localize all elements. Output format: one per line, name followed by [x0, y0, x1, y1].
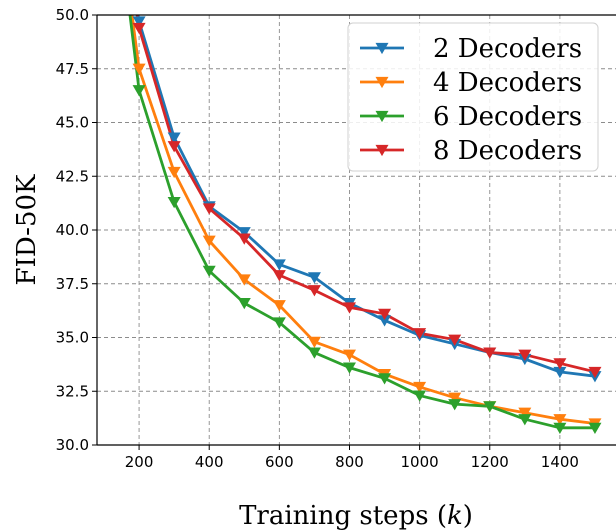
data-point-marker — [307, 285, 321, 297]
data-point-marker — [132, 16, 146, 28]
legend-label: 4 Decoders — [433, 68, 582, 98]
y-tick-label: 40.0 — [56, 221, 89, 239]
y-tick-label: 50.0 — [56, 6, 89, 24]
data-point-marker — [588, 366, 602, 379]
data-point-marker — [378, 315, 392, 327]
data-point-marker — [518, 407, 532, 419]
data-point-marker — [342, 349, 356, 361]
x-tick-label: 600 — [265, 453, 294, 471]
data-point-marker — [413, 381, 427, 394]
data-point-marker — [272, 317, 286, 329]
x-axis-title: Training steps (k) — [239, 501, 473, 531]
y-tick-label: 32.5 — [56, 382, 89, 400]
data-point-marker — [378, 373, 392, 385]
data-point-marker — [342, 362, 356, 374]
legend-label: 8 Decoders — [433, 136, 582, 166]
data-point-marker — [167, 196, 181, 209]
x-tick-label: 1000 — [401, 453, 439, 471]
data-point-marker — [378, 308, 392, 321]
data-point-marker — [237, 227, 251, 239]
data-point-marker — [167, 141, 181, 153]
data-point-marker — [237, 274, 251, 286]
data-point-marker — [167, 132, 181, 144]
data-point-marker — [483, 401, 497, 413]
legend-marker — [375, 42, 389, 55]
data-point-marker — [307, 347, 321, 359]
data-point-marker — [413, 328, 427, 340]
data-point-marker — [307, 336, 321, 348]
data-point-marker — [553, 414, 567, 426]
data-point-marker — [237, 298, 251, 310]
legend-label: 6 Decoders — [433, 102, 582, 132]
legend-marker — [375, 76, 389, 89]
data-point-marker — [553, 358, 567, 370]
legend-marker — [375, 144, 389, 157]
data-point-marker — [342, 302, 356, 314]
data-point-marker — [518, 414, 532, 426]
data-point-marker — [483, 347, 497, 359]
data-point-marker — [132, 22, 146, 35]
y-axis-title: FID-50K — [12, 174, 42, 286]
x-tick-label: 200 — [125, 453, 154, 471]
legend: 2 Decoders 4 Decoders 6 Decoders 8 Decoders — [347, 22, 599, 172]
y-tick-label: 45.0 — [56, 114, 89, 132]
y-tick-label: 42.5 — [56, 167, 89, 185]
data-point-marker — [448, 399, 462, 411]
data-point-marker — [272, 300, 286, 312]
data-point-marker — [132, 85, 146, 97]
data-point-marker — [553, 422, 567, 434]
legend-label: 2 Decoders — [433, 34, 582, 64]
data-point-marker — [202, 203, 216, 215]
data-point-marker — [518, 349, 532, 361]
y-tick-label: 37.5 — [56, 275, 89, 293]
x-tick-label: 1400 — [541, 453, 579, 471]
y-tick-label: 47.5 — [56, 60, 89, 78]
data-point-marker — [237, 233, 251, 245]
x-tick-label: 800 — [335, 453, 364, 471]
x-tick-label: 1200 — [471, 453, 509, 471]
data-point-marker — [132, 63, 146, 75]
data-point-marker — [553, 366, 567, 379]
x-tick-label: 400 — [195, 453, 224, 471]
data-point-marker — [448, 334, 462, 346]
data-point-marker — [448, 392, 462, 404]
y-tick-label: 35.0 — [56, 329, 89, 347]
y-tick-label: 30.0 — [56, 436, 89, 454]
data-point-marker — [167, 166, 181, 179]
data-point-marker — [588, 422, 602, 434]
series-markers — [132, 16, 602, 434]
data-point-marker — [202, 265, 216, 278]
x-axis-ticks: 200 400 600 800 1000 1200 1400 — [125, 445, 579, 471]
data-point-marker — [202, 235, 216, 247]
data-point-marker — [413, 390, 427, 402]
legend-marker — [375, 110, 389, 123]
y-axis-ticks: 30.0 32.5 35.0 37.5 40.0 42.5 45.0 47.5 50.0 — [56, 6, 97, 454]
legend-box — [347, 22, 599, 172]
data-point-marker — [307, 272, 321, 284]
data-point-marker — [272, 270, 286, 282]
data-point-marker — [272, 259, 286, 271]
